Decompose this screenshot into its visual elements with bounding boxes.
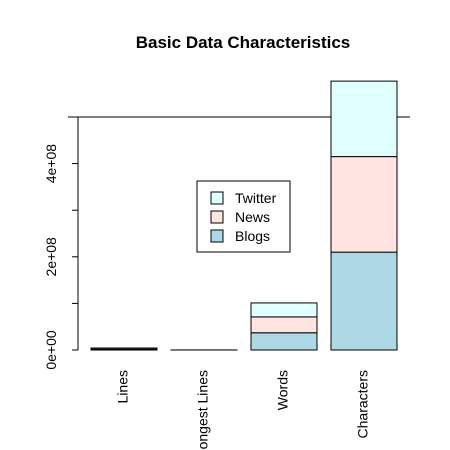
bar-segment: [250, 316, 318, 334]
legend-swatch: [210, 210, 224, 224]
legend: Twitter News Blogs: [196, 180, 291, 253]
legend-swatch: [210, 191, 224, 205]
bar-segment: [330, 251, 398, 351]
bars-group: [90, 80, 398, 351]
y-axis: 0e+00 2e+08 4e+08: [43, 116, 79, 370]
x-tick-label: Lines: [115, 370, 131, 403]
bar-segment: [250, 302, 318, 318]
legend-label: Twitter: [235, 190, 277, 206]
x-axis-labels: Lines Longest Lines Words Characters: [115, 370, 371, 450]
bar-segment: [250, 332, 318, 351]
x-tick-label: Longest Lines: [195, 370, 211, 450]
bar-segment: [90, 347, 158, 350]
chart-title: Basic Data Characteristics: [136, 33, 351, 52]
y-tick-label: 0e+00: [43, 330, 59, 370]
bar-segment: [330, 156, 398, 253]
x-tick-label: Words: [275, 370, 291, 410]
bar-segment: [330, 80, 398, 158]
y-tick-label: 4e+08: [43, 144, 59, 184]
y-tick-label: 2e+08: [43, 237, 59, 277]
legend-label: Blogs: [235, 228, 270, 244]
legend-label: News: [235, 209, 270, 225]
legend-swatch: [210, 229, 224, 243]
x-tick-label: Characters: [355, 370, 371, 438]
